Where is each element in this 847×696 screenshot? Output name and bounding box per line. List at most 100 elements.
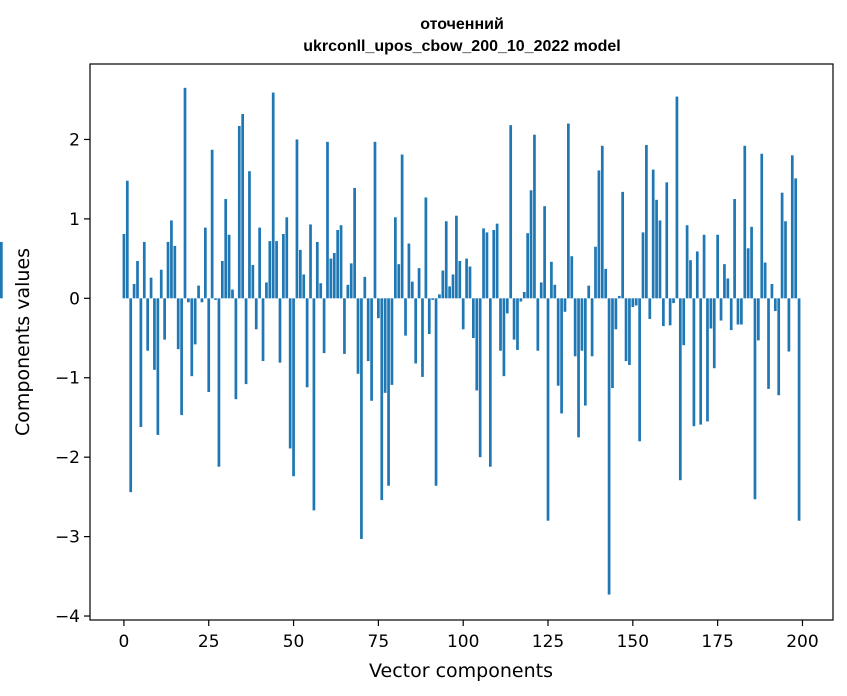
- bar-component-58: [319, 283, 323, 299]
- bar-component-147: [621, 191, 625, 299]
- bar-component-73: [370, 298, 373, 401]
- bar-component-153: [641, 232, 645, 299]
- bar-component-160: [665, 182, 669, 299]
- bar-component-165: [682, 298, 686, 346]
- bar-component-15: [173, 245, 177, 299]
- bar-component-177: [723, 264, 726, 299]
- bar-component-39: [254, 298, 258, 330]
- plot-frame: [89, 63, 834, 621]
- bar-component-80: [393, 217, 397, 299]
- bar-component-163: [675, 96, 679, 299]
- bar-component-42: [265, 282, 268, 299]
- bar-component-103: [472, 298, 475, 339]
- bar-component-12: [163, 298, 166, 340]
- bar-component-51: [295, 139, 299, 299]
- bar-component-139: [594, 246, 597, 299]
- bar-component-38: [251, 264, 255, 299]
- bar-component-44: [271, 92, 275, 299]
- bar-component-128: [556, 298, 560, 386]
- bar-component-98: [455, 215, 458, 299]
- bar-component-172: [706, 298, 709, 422]
- bar-component-166: [685, 225, 689, 299]
- bar-component-145: [614, 298, 618, 330]
- bar-component-46: [278, 298, 282, 363]
- bar-component-138: [590, 298, 594, 357]
- bar-component-132: [570, 256, 574, 299]
- bar-component-97: [451, 274, 455, 299]
- bar-component-187: [757, 298, 760, 341]
- bar-component-8: [149, 277, 153, 299]
- bar-component-20: [190, 298, 194, 377]
- chart-title-line-1: оточенний: [420, 16, 504, 33]
- bar-component-101: [465, 258, 468, 299]
- x-tick-label: 100: [447, 632, 479, 652]
- bar-component-104: [475, 298, 479, 391]
- bar-component-47: [282, 233, 285, 299]
- bar-component-161: [668, 298, 672, 326]
- bar-component-184: [746, 248, 750, 299]
- bar-component-57: [315, 241, 319, 299]
- bar-component-149: [628, 298, 631, 366]
- bar-component-16: [176, 298, 180, 350]
- bar-component-0: [122, 233, 126, 299]
- x-axis-label: Vector components: [369, 660, 553, 682]
- bar-component-148: [624, 298, 628, 362]
- bar-component-75: [377, 298, 380, 319]
- bar-component-92: [434, 298, 438, 486]
- bar-component-122: [536, 298, 540, 351]
- bar-component-95: [444, 221, 448, 299]
- bar-component-45: [275, 241, 278, 299]
- bar-component-4: [136, 260, 139, 299]
- bar-component-31: [227, 234, 231, 299]
- bar-component-183: [743, 145, 747, 299]
- bar-component-28: [217, 298, 221, 467]
- x-tick-label: 175: [701, 632, 733, 652]
- bar-component-41: [261, 298, 265, 362]
- x-tick-label: 125: [532, 632, 564, 652]
- x-tick-label: 75: [368, 632, 390, 652]
- y-axis-ticks: −4 −3 −2 −1 0 1 2: [55, 130, 90, 627]
- bar-component-6: [142, 241, 146, 299]
- bar-component-175: [716, 234, 719, 299]
- bar-component-2: [129, 298, 133, 493]
- y-tick-label: 2: [69, 130, 80, 150]
- bar-component-5: [139, 298, 143, 427]
- bar-component-178: [726, 278, 730, 299]
- bar-component-49: [288, 298, 292, 449]
- bar-component-134: [577, 298, 580, 438]
- bar-component-83: [404, 298, 407, 336]
- bar-component-195: [784, 221, 787, 299]
- bar-component-18: [183, 87, 187, 299]
- bar-component-100: [461, 298, 465, 330]
- bar-component-199: [797, 298, 801, 521]
- bar-component-84: [407, 243, 411, 299]
- bar-component-119: [526, 233, 530, 299]
- bar-component-76: [380, 298, 384, 501]
- bar-component-25: [207, 298, 211, 393]
- bar-component-77: [383, 298, 387, 393]
- bar-component-173: [709, 298, 713, 329]
- bar-component-91: [431, 298, 435, 300]
- bar-component-90: [427, 298, 431, 335]
- bar-component-82: [400, 154, 404, 299]
- bar-component-135: [580, 298, 584, 351]
- bar-component-undefined: [0, 241, 3, 299]
- bar-component-133: [573, 298, 577, 357]
- bar-component-142: [604, 268, 608, 299]
- bar-component-140: [597, 170, 601, 299]
- bar-component-106: [482, 228, 485, 299]
- y-tick-label: 1: [69, 210, 80, 230]
- bar-component-198: [794, 178, 798, 299]
- bar-component-167: [689, 260, 692, 299]
- bar-component-127: [553, 284, 557, 299]
- bar-component-3: [132, 284, 136, 299]
- x-tick-label: 50: [283, 632, 305, 652]
- bar-component-65: [343, 298, 346, 354]
- bar-component-181: [736, 298, 740, 325]
- bar-component-94: [441, 270, 445, 299]
- bar-component-107: [485, 232, 489, 299]
- bar-component-64: [339, 225, 343, 299]
- bar-component-157: [655, 199, 658, 299]
- bar-component-176: [719, 298, 723, 321]
- bar-component-23: [200, 298, 204, 303]
